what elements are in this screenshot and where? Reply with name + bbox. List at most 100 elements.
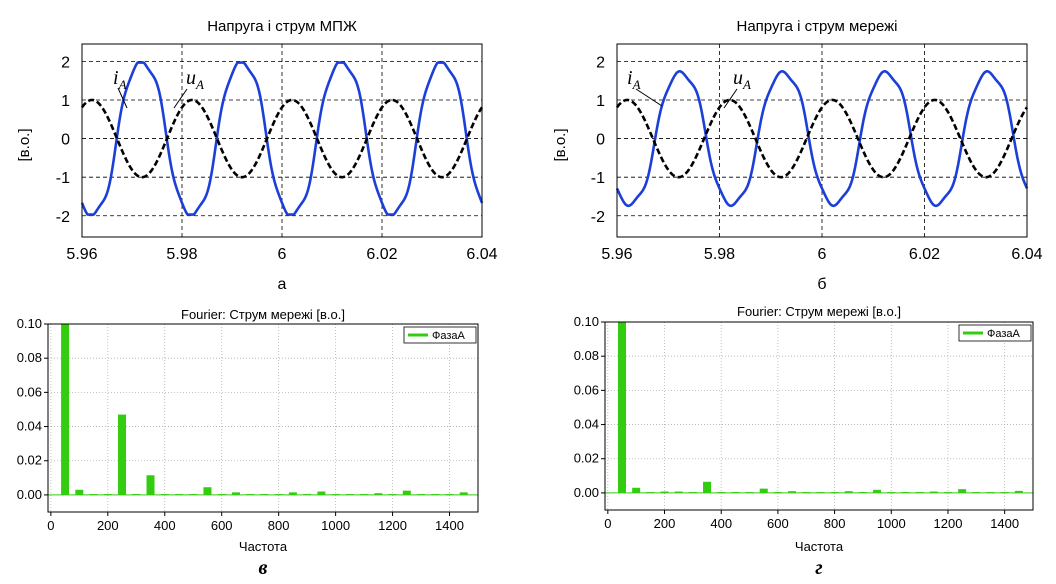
d-xtick-label: 800 [824, 516, 846, 531]
d-bar [1014, 490, 1023, 493]
chart-b-frame [616, 43, 1028, 238]
c-xtick-label: 200 [97, 518, 119, 533]
b-ytick-label: -2 [591, 209, 605, 226]
d-bar [802, 492, 811, 493]
a-xtick-label: 6.02 [366, 246, 397, 263]
b-xtick-label: 6.04 [1011, 246, 1042, 263]
c-bar [231, 492, 240, 495]
c-bar [459, 492, 468, 495]
chart-b-xticks: 5.96 5.98 6 6.02 6.04 [601, 246, 1042, 263]
d-bar [858, 492, 867, 493]
c-bar [317, 491, 326, 495]
c-bar [303, 494, 312, 495]
c-xtick-label: 1000 [321, 518, 350, 533]
chart-b-title: Напруга і струм мережі [736, 18, 897, 35]
d-bar [887, 492, 896, 493]
d-bar [688, 492, 697, 493]
a-ytick-label: -2 [56, 209, 70, 226]
d-bar [929, 491, 938, 493]
d-bar [873, 489, 882, 493]
chart-d-title: Fourier: Струм мережі [в.о.] [737, 304, 901, 319]
c-ytick-label: 0.04 [17, 419, 42, 434]
c-ytick-label: 0.08 [17, 350, 42, 365]
chart-c-caption: в [259, 557, 268, 579]
chart-a-grid [82, 44, 482, 237]
c-bar [61, 324, 70, 495]
a-series-voltage [80, 98, 484, 179]
a-ytick-label: -1 [56, 170, 70, 187]
chart-d-grid [605, 321, 1033, 510]
c-ytick-label: 0.06 [17, 384, 42, 399]
c-ytick-label: 0.10 [17, 316, 42, 331]
chart-a-label-ua: uA [186, 67, 204, 92]
chart-c-xlabel: Частота [239, 539, 288, 554]
chart-c-legend: ФазаА [403, 326, 477, 344]
d-xtick-label: 1400 [990, 516, 1019, 531]
d-bar [731, 492, 740, 493]
c-bar [103, 494, 112, 495]
chart-c-legend-box [403, 326, 477, 344]
chart-a-title: Напруга і струм МПЖ [207, 18, 357, 35]
b-xtick-label: 5.96 [601, 246, 632, 263]
chart-a: Напруга і струм МПЖ [в.о.] 210-1-2 5.96 5… [16, 18, 498, 293]
a-ytick-label: 0 [61, 132, 70, 149]
d-bar [972, 492, 981, 493]
a-ytick-label: 1 [61, 93, 70, 110]
d-ytick-label: 0.08 [574, 348, 599, 363]
c-bar [160, 494, 169, 495]
c-xtick-label: 800 [268, 518, 290, 533]
c-bar [189, 494, 198, 495]
c-bar [288, 492, 297, 495]
chart-a-caption: а [278, 276, 287, 293]
d-bar [1000, 492, 1009, 493]
chart-c-title: Fourier: Струм мережі [в.о.] [181, 307, 345, 322]
c-bar [132, 494, 141, 495]
c-bar [417, 494, 426, 495]
d-bar [660, 491, 669, 493]
chart-d-bars [618, 322, 1023, 493]
d-xtick-label: 1000 [877, 516, 906, 531]
c-bar [246, 494, 255, 495]
chart-a-label-ia: iA [113, 67, 127, 92]
chart-d-xlabel: Частота [795, 539, 844, 554]
chart-b: Напруга і струм мережі [в.о.] 2 1 0 -1 -2 5.… [552, 18, 1043, 293]
b-xtick-label: 5.98 [704, 246, 735, 263]
d-ytick-label: 0.02 [574, 451, 599, 466]
c-bar [445, 494, 454, 495]
chart-a-xticks: 5.96 5.98 6 6.02 6.04 [66, 246, 497, 263]
c-bar [89, 494, 98, 495]
chart-d-legend-label: ФазаА [987, 328, 1021, 340]
d-bar [958, 489, 967, 493]
chart-c-bars [61, 324, 468, 495]
c-xtick-label: 1200 [378, 518, 407, 533]
chart-d-legend: ФазаА [958, 324, 1032, 342]
chart-b-label-ua-leader [723, 88, 738, 109]
d-bar [943, 492, 952, 493]
chart-d-frame [604, 321, 1034, 511]
d-xtick-label: 600 [767, 516, 789, 531]
a-series-current [80, 61, 484, 216]
a-xtick-label: 6.04 [466, 246, 497, 263]
d-ytick-label: 0.10 [574, 314, 599, 329]
d-bar [759, 488, 768, 493]
b-series-voltage [615, 98, 1029, 179]
d-xtick-label: 0 [604, 516, 611, 531]
d-ytick-label: 0.00 [574, 485, 599, 500]
c-bar [203, 487, 212, 495]
chart-a-label-ua-leader [173, 88, 188, 109]
d-bar [632, 487, 641, 493]
d-ytick-label: 0.06 [574, 382, 599, 397]
d-xtick-label: 200 [654, 516, 676, 531]
b-ytick-label: -1 [591, 170, 605, 187]
chart-c: Fourier: Струм мережі [в.о.] 0.10 0.08 0.0… [17, 307, 479, 579]
b-xtick-label: 6.02 [909, 246, 940, 263]
c-xtick-label: 0 [47, 518, 54, 533]
c-bar [431, 494, 440, 495]
chart-a-label-ia-leader [117, 87, 128, 109]
c-xtick-label: 400 [154, 518, 176, 533]
c-bar [174, 494, 183, 495]
c-bar [75, 489, 84, 495]
chart-a-yticks: 2 1 0 -1 -2 [56, 54, 70, 225]
chart-b-yticks: 2 1 0 -1 -2 [591, 54, 605, 225]
chart-a-ylabel: [в.о.] [16, 129, 33, 162]
